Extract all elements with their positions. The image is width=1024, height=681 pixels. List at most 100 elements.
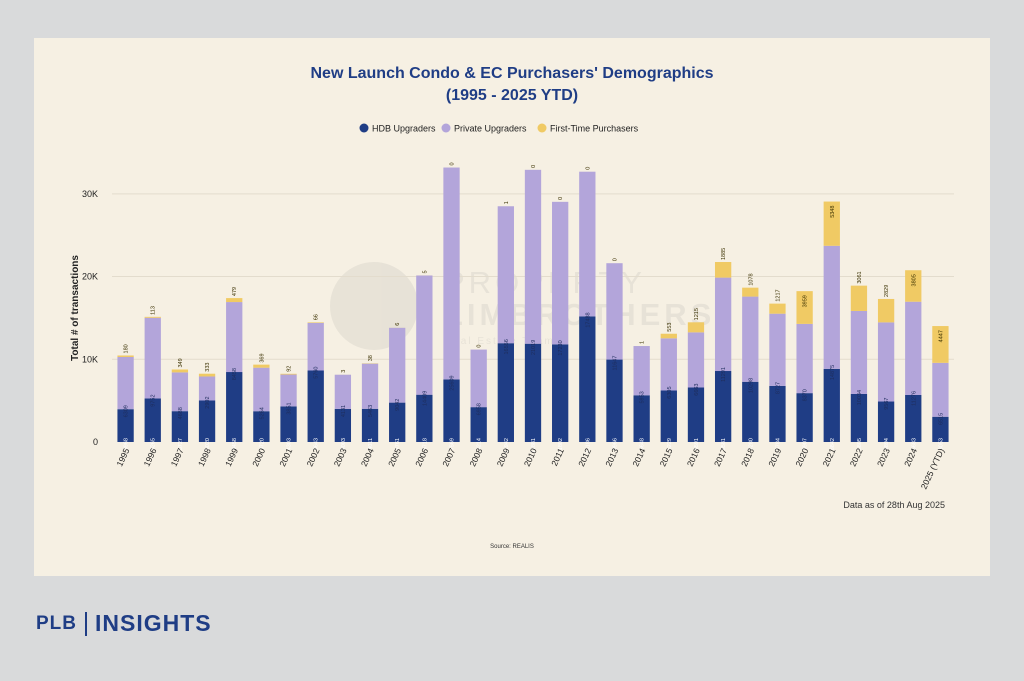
data-label-first-time-purchasers: 369 [259, 353, 265, 362]
bar-private-upgraders [361, 363, 379, 409]
bar-first-time-purchasers [144, 316, 161, 318]
data-label-private-upgraders: 5953 [640, 391, 646, 403]
data-label-hdb-upgraders: 11802 [558, 438, 564, 453]
bar-first-time-purchasers [280, 373, 297, 375]
data-label-private-upgraders: 4688 [178, 407, 184, 419]
data-label-first-time-purchasers: 1 [640, 341, 646, 344]
x-axis: 1995 1996 1997 1998 1999 2000 2001 2002 2003 2004… [114, 446, 946, 490]
y-tick-label: 30K [82, 189, 98, 199]
data-label-first-time-purchasers: 3 [341, 370, 347, 373]
bar-private-upgraders [742, 296, 759, 382]
bar-hdb-upgraders [687, 387, 705, 442]
stacked-bar-chart: PROPERTY LIMBROTHERS Real Estate Team Ne… [70, 65, 954, 550]
bar-hdb-upgraders [117, 409, 134, 442]
y-tick-label: 10K [82, 354, 98, 364]
data-label-first-time-purchasers: 1215 [694, 308, 700, 320]
data-label-hdb-upgraders: 3720 [259, 438, 265, 450]
data-label-hdb-upgraders: 5648 [640, 438, 646, 450]
bar-hdb-upgraders [171, 411, 189, 442]
legend-marker-hdb-upgraders [359, 123, 369, 133]
legend-marker-first-time-purchasers [537, 123, 547, 133]
data-label-private-upgraders: 14875 [830, 365, 836, 380]
data-label-private-upgraders: 6958 [477, 403, 483, 415]
bar-first-time-purchasers [932, 326, 949, 363]
bar-private-upgraders [280, 374, 297, 407]
bar-private-upgraders [416, 275, 433, 395]
data-label-first-time-purchasers: 180 [124, 344, 130, 353]
data-label-private-upgraders: 6663 [694, 383, 700, 395]
bars: 3968630918052659752113372746883495020290… [117, 162, 949, 453]
bar-first-time-purchasers [307, 322, 324, 323]
bar-hdb-upgraders [389, 402, 406, 442]
data-label-first-time-purchasers: 113 [151, 306, 157, 315]
bar-hdb-upgraders [579, 316, 596, 442]
bar-first-time-purchasers [877, 298, 895, 323]
data-label-hdb-upgraders: 3053 [938, 438, 944, 450]
data-label-first-time-purchasers: 1217 [775, 289, 781, 301]
bar-private-upgraders [117, 356, 134, 410]
y-axis: 0 10K 20K 30K [82, 189, 98, 447]
data-label-private-upgraders: 14409 [422, 391, 428, 406]
data-label-hdb-upgraders: 15186 [585, 438, 591, 453]
data-label-first-time-purchasers: 3061 [857, 271, 863, 283]
data-label-hdb-upgraders: 5020 [205, 438, 211, 450]
data-label-first-time-purchasers: 66 [314, 314, 320, 320]
data-label-hdb-upgraders: 8458 [232, 438, 238, 450]
data-label-first-time-purchasers: 3959 [803, 295, 809, 307]
data-label-hdb-upgraders: 6784 [775, 438, 781, 450]
bar-private-upgraders [470, 349, 487, 408]
data-label-hdb-upgraders: 11881 [531, 438, 537, 453]
bar-private-upgraders [552, 201, 569, 345]
watermark-text-2: LIMBROTHERS [444, 297, 715, 332]
data-label-first-time-purchasers: 3805 [911, 274, 917, 286]
brand-plb: PLB [36, 612, 77, 634]
data-label-first-time-purchasers: 5 [422, 270, 428, 273]
bar-first-time-purchasers [660, 333, 677, 339]
data-label-first-time-purchasers: 553 [667, 323, 673, 332]
bar-hdb-upgraders [443, 379, 460, 442]
bar-private-upgraders [932, 362, 949, 417]
brand-insights: INSIGHTS [95, 610, 212, 636]
bar-hdb-upgraders [823, 368, 840, 442]
bar-hdb-upgraders [253, 411, 270, 442]
data-label-first-time-purchasers: 0 [477, 345, 483, 348]
bar-private-upgraders [497, 206, 514, 344]
legend: HDB Upgraders Private Upgraders First-Time… [359, 123, 639, 134]
bar-hdb-upgraders [280, 406, 297, 442]
data-label-private-upgraders: 5264 [259, 407, 265, 419]
bar-private-upgraders [660, 338, 677, 391]
bar-hdb-upgraders [932, 416, 949, 442]
data-label-private-upgraders: 11291 [721, 367, 727, 382]
data-label-first-time-purchasers: 1885 [721, 248, 727, 260]
bar-first-time-purchasers [742, 287, 759, 297]
y-tick-label: 0 [93, 437, 98, 447]
bar-hdb-upgraders [633, 395, 650, 442]
data-label-private-upgraders: 16556 [504, 339, 510, 354]
data-label-first-time-purchasers: 1 [504, 201, 510, 204]
data-label-hdb-upgraders: 5683 [911, 438, 917, 450]
bar-hdb-upgraders [877, 401, 895, 442]
data-label-private-upgraders: 17230 [558, 340, 564, 355]
data-label-hdb-upgraders: 4214 [477, 438, 483, 450]
bar-private-upgraders [144, 317, 161, 399]
data-label-private-upgraders: 2902 [205, 396, 211, 408]
bar-private-upgraders [226, 302, 243, 373]
data-label-first-time-purchasers: 0 [558, 197, 564, 200]
watermark: PROPERTY LIMBROTHERS Real Estate Team [330, 262, 715, 350]
bar-private-upgraders [389, 327, 406, 403]
bar-hdb-upgraders [361, 408, 379, 442]
legend-label-private-upgraders: Private Upgraders [454, 124, 527, 134]
data-label-private-upgraders: 4131 [341, 405, 347, 417]
data-label-first-time-purchasers: 333 [205, 363, 211, 372]
bar-first-time-purchasers [769, 303, 786, 314]
bar-hdb-upgraders [796, 393, 813, 442]
data-label-first-time-purchasers: 5348 [830, 206, 836, 218]
x-tick-label: 2025 (YTD) [919, 446, 947, 490]
data-label-hdb-upgraders: 11942 [504, 438, 510, 453]
bar-private-upgraders [307, 322, 324, 371]
bar-hdb-upgraders [606, 359, 623, 442]
data-label-private-upgraders: 8458 [232, 368, 238, 380]
bar-private-upgraders [606, 263, 623, 360]
bar-hdb-upgraders [307, 370, 324, 442]
data-label-first-time-purchasers: 92 [287, 366, 293, 372]
